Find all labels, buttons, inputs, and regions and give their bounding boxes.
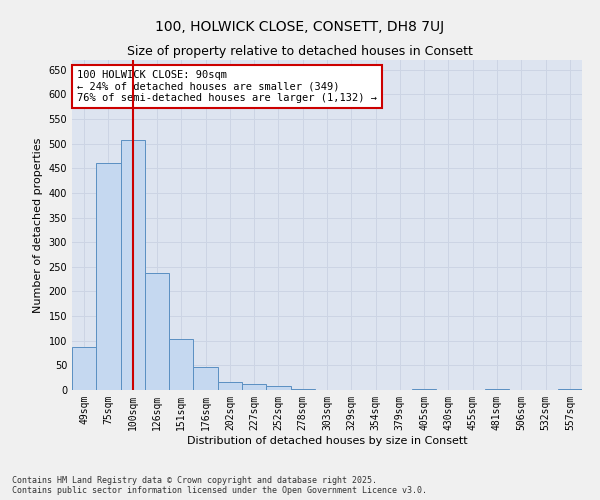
Bar — [121, 140, 145, 390]
Bar — [96, 164, 121, 390]
Bar — [242, 384, 266, 390]
Bar — [169, 339, 193, 390]
Bar — [485, 389, 509, 390]
Bar — [412, 389, 436, 390]
Bar — [193, 367, 218, 390]
Y-axis label: Number of detached properties: Number of detached properties — [33, 138, 43, 312]
Text: 100, HOLWICK CLOSE, CONSETT, DH8 7UJ: 100, HOLWICK CLOSE, CONSETT, DH8 7UJ — [155, 20, 445, 34]
Text: Contains HM Land Registry data © Crown copyright and database right 2025.
Contai: Contains HM Land Registry data © Crown c… — [12, 476, 427, 495]
Bar — [266, 386, 290, 390]
Bar — [558, 389, 582, 390]
Bar — [145, 273, 169, 390]
Text: 100 HOLWICK CLOSE: 90sqm
← 24% of detached houses are smaller (349)
76% of semi-: 100 HOLWICK CLOSE: 90sqm ← 24% of detach… — [77, 70, 377, 103]
Bar — [72, 346, 96, 390]
Bar — [218, 382, 242, 390]
Bar — [290, 389, 315, 390]
X-axis label: Distribution of detached houses by size in Consett: Distribution of detached houses by size … — [187, 436, 467, 446]
Text: Size of property relative to detached houses in Consett: Size of property relative to detached ho… — [127, 45, 473, 58]
